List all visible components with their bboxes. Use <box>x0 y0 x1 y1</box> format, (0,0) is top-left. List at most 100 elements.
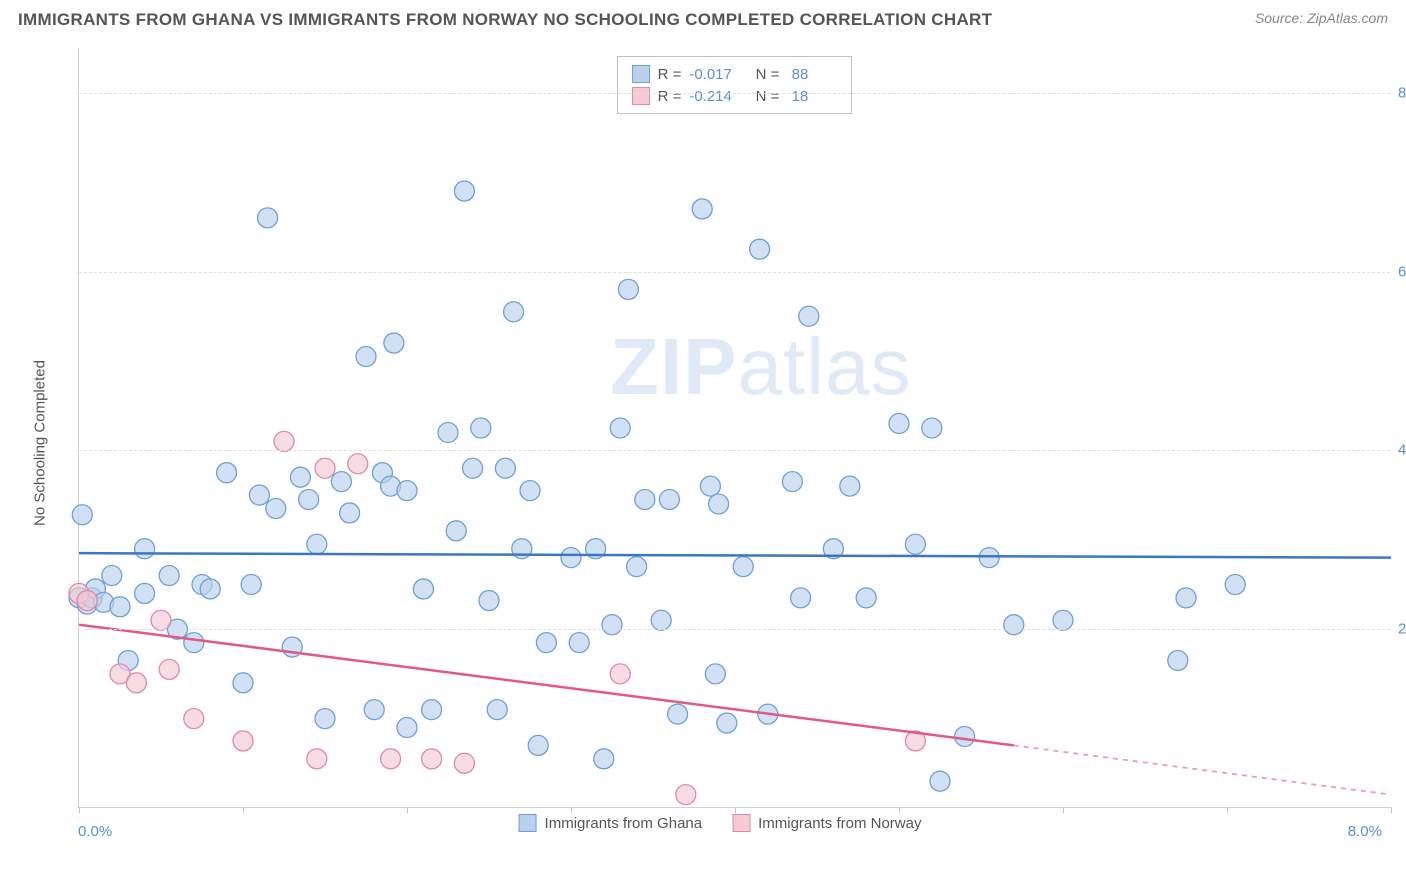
r-value: -0.017 <box>689 66 739 83</box>
r-label: R = <box>658 66 682 83</box>
data-point <box>705 664 725 684</box>
data-point <box>315 709 335 729</box>
trend-line <box>79 553 1391 557</box>
data-point <box>258 208 278 228</box>
x-tick <box>1391 807 1392 813</box>
data-point <box>635 490 655 510</box>
legend-label: Immigrants from Ghana <box>545 815 703 832</box>
data-point <box>241 574 261 594</box>
data-point <box>331 472 351 492</box>
legend-swatch <box>632 65 650 83</box>
trend-line-extrapolated <box>1014 745 1391 794</box>
y-tick-label: 4.0% <box>1398 442 1406 459</box>
legend-item: Immigrants from Norway <box>732 814 921 832</box>
data-point <box>610 664 630 684</box>
data-point <box>126 673 146 693</box>
legend-swatch <box>519 814 537 832</box>
data-point <box>438 422 458 442</box>
y-tick-label: 2.0% <box>1398 621 1406 638</box>
data-point <box>184 633 204 653</box>
data-point <box>348 454 368 474</box>
data-point <box>397 718 417 738</box>
data-point <box>791 588 811 608</box>
data-point <box>307 534 327 554</box>
data-point <box>717 713 737 733</box>
x-tick <box>1063 807 1064 813</box>
data-point <box>750 239 770 259</box>
data-point <box>274 431 294 451</box>
x-axis-min-label: 0.0% <box>78 823 112 840</box>
data-point <box>504 302 524 322</box>
data-point <box>159 659 179 679</box>
n-label: N = <box>747 66 779 83</box>
data-point <box>135 539 155 559</box>
x-tick <box>571 807 572 813</box>
data-point <box>422 749 442 769</box>
x-axis-max-label: 8.0% <box>1348 823 1382 840</box>
data-point <box>217 463 237 483</box>
data-point <box>528 735 548 755</box>
r-value: -0.214 <box>689 88 739 105</box>
data-point <box>151 610 171 630</box>
data-point <box>72 505 92 525</box>
data-point <box>384 333 404 353</box>
data-point <box>618 279 638 299</box>
gridline <box>79 272 1390 273</box>
data-point <box>249 485 269 505</box>
chart-title: IMMIGRANTS FROM GHANA VS IMMIGRANTS FROM… <box>18 10 992 30</box>
data-point <box>782 472 802 492</box>
data-point <box>495 458 515 478</box>
y-axis-title: No Schooling Completed <box>32 360 49 526</box>
x-tick <box>1227 807 1228 813</box>
data-point <box>1168 650 1188 670</box>
data-point <box>77 591 97 611</box>
data-point <box>381 749 401 769</box>
n-value: 18 <box>787 88 837 105</box>
plot-area: ZIPatlas R =-0.017 N = 88R =-0.214 N = 1… <box>78 48 1390 808</box>
legend-swatch <box>632 87 650 105</box>
data-point <box>454 753 474 773</box>
data-point <box>307 749 327 769</box>
data-point <box>1225 574 1245 594</box>
gridline <box>79 93 1390 94</box>
data-point <box>536 633 556 653</box>
correlation-legend: R =-0.017 N = 88R =-0.214 N = 18 <box>617 56 853 114</box>
data-point <box>905 534 925 554</box>
data-point <box>397 481 417 501</box>
data-point <box>733 557 753 577</box>
data-point <box>200 579 220 599</box>
n-value: 88 <box>787 66 837 83</box>
data-point <box>454 181 474 201</box>
data-point <box>184 709 204 729</box>
data-point <box>479 591 499 611</box>
data-point <box>561 548 581 568</box>
data-point <box>979 548 999 568</box>
data-point <box>520 481 540 501</box>
y-tick-label: 8.0% <box>1398 84 1406 101</box>
data-point <box>700 476 720 496</box>
data-point <box>290 467 310 487</box>
data-point <box>487 700 507 720</box>
data-point <box>463 458 483 478</box>
data-point <box>135 583 155 603</box>
x-tick <box>243 807 244 813</box>
data-point <box>266 498 286 518</box>
data-point <box>471 418 491 438</box>
data-point <box>1053 610 1073 630</box>
x-tick <box>735 807 736 813</box>
legend-item: Immigrants from Ghana <box>519 814 703 832</box>
correlation-row: R =-0.214 N = 18 <box>632 85 838 107</box>
r-label: R = <box>658 88 682 105</box>
legend-label: Immigrants from Norway <box>758 815 921 832</box>
data-point <box>1004 615 1024 635</box>
data-point <box>110 597 130 617</box>
x-tick <box>899 807 900 813</box>
gridline <box>79 450 1390 451</box>
series-legend: Immigrants from Ghana Immigrants from Nor… <box>519 814 922 832</box>
data-point <box>159 566 179 586</box>
chart-container: No Schooling Completed ZIPatlas R =-0.01… <box>50 48 1390 838</box>
data-point <box>930 771 950 791</box>
data-point <box>413 579 433 599</box>
gridline <box>79 629 1390 630</box>
data-point <box>602 615 622 635</box>
